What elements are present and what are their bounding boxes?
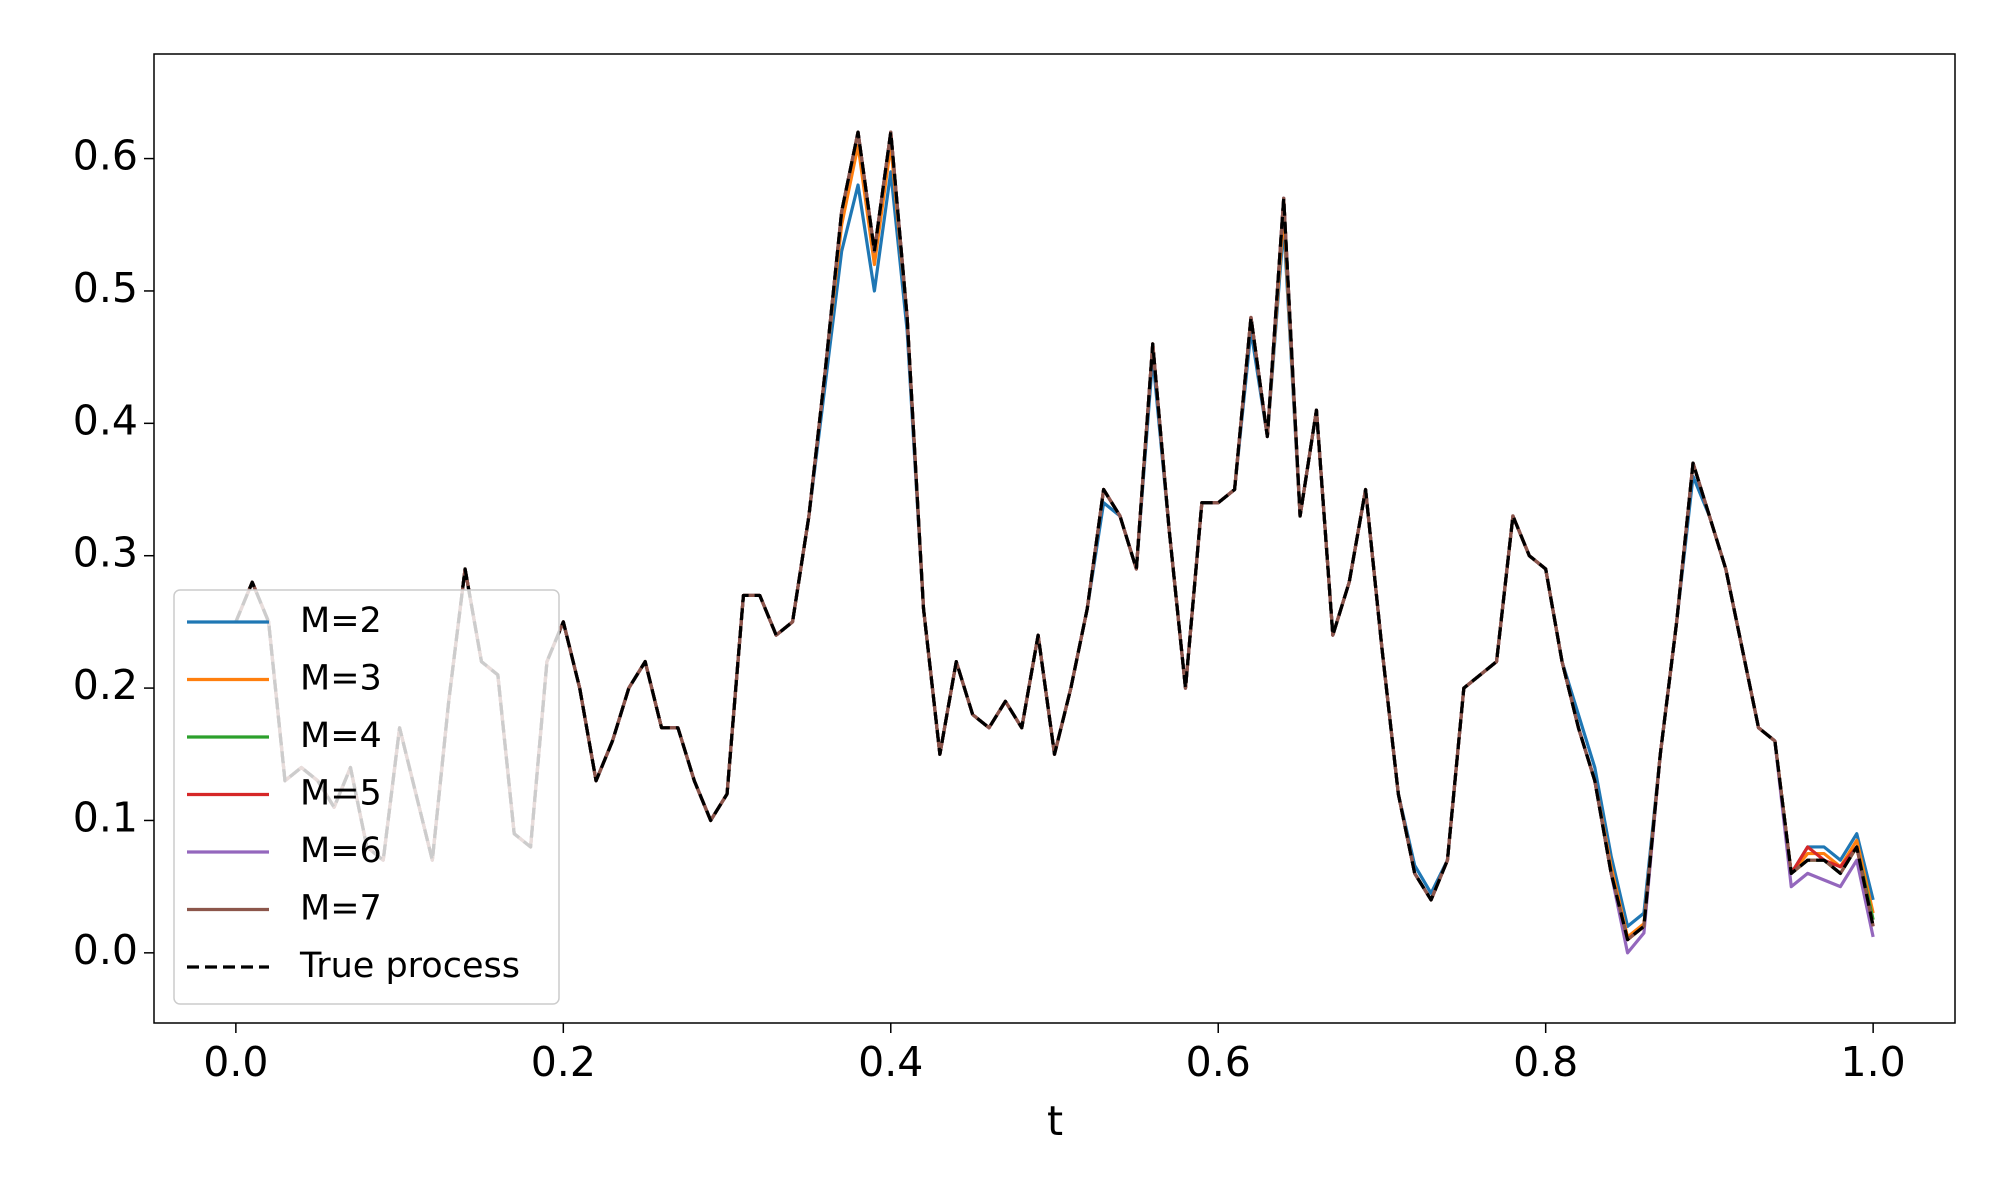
x-tick-label: 0.8	[1513, 1038, 1578, 1086]
y-tick-label: 0.5	[73, 264, 138, 312]
y-tick-label: 0.6	[73, 132, 138, 180]
legend-label: M=5	[300, 774, 382, 814]
y-tick-label: 0.2	[73, 661, 138, 709]
legend-label: M=3	[300, 659, 382, 699]
y-tick-label: 0.4	[73, 396, 138, 444]
legend-label: M=6	[300, 831, 382, 871]
legend-label: M=7	[300, 889, 382, 929]
x-tick-label: 0.6	[1186, 1038, 1251, 1086]
legend-label: M=2	[300, 601, 382, 641]
x-tick-label: 0.4	[858, 1038, 923, 1086]
plot-frame	[153, 53, 1956, 1024]
y-tick-label: 0.3	[73, 529, 138, 577]
x-tick-label: 0.2	[531, 1038, 596, 1086]
legend-box	[173, 589, 560, 1005]
x-tick-label: 1.0	[1841, 1038, 1906, 1086]
x-axis-label: t	[1047, 1097, 1063, 1145]
y-tick-label: 0.0	[73, 926, 138, 974]
y-tick-label: 0.1	[73, 793, 138, 841]
legend-label: M=4	[300, 716, 382, 756]
x-tick-label: 0.0	[203, 1038, 268, 1086]
legend-label: True process	[299, 946, 520, 986]
